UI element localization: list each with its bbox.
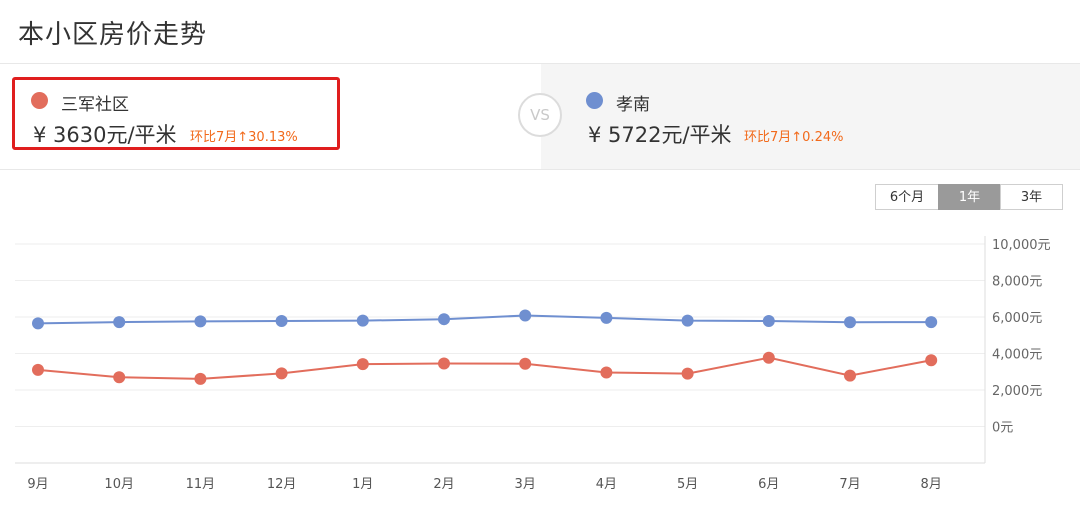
data-point [925, 354, 938, 367]
data-point [925, 316, 938, 329]
data-point [32, 363, 44, 376]
series-line [37, 314, 932, 325]
data-point [32, 317, 44, 330]
district-color-dot [586, 92, 603, 109]
district-mom-change: 环比7月↑0.24% [744, 130, 844, 145]
community-mom-change: 环比7月↑30.13% [190, 130, 298, 145]
data-point [681, 367, 694, 380]
price-trend-chart: 10,000元 8,000元 6,000元 4,000元 2,000元 0元 9月 10月 11… [15, 236, 1051, 492]
x-tick-label: 11月 [186, 477, 216, 492]
data-point [113, 371, 126, 384]
y-tick-label: 10,000元 [992, 238, 1051, 253]
highlight-box [12, 77, 340, 150]
x-tick-label: 4月 [596, 477, 617, 492]
district-price: ¥ 5722元/平米 [588, 123, 732, 147]
x-tick-label: 10月 [104, 477, 134, 492]
series-line [37, 356, 932, 380]
community-name: 三军社区 [61, 95, 129, 115]
vs-badge: VS [518, 93, 562, 137]
x-tick-label: 8月 [921, 477, 942, 492]
data-point [356, 314, 369, 327]
data-point [194, 315, 207, 328]
y-tick-label: 4,000元 [992, 348, 1042, 363]
community-panel[interactable]: 三军社区 ¥ 3630元/平米 环比7月↑30.13% [0, 64, 540, 169]
data-point [438, 313, 450, 326]
data-point [275, 315, 288, 328]
community-price: ¥ 3630元/平米 [33, 123, 177, 147]
x-tick-label: 3月 [515, 477, 536, 492]
range-tabs: 6个月 1年 3年 [875, 184, 1063, 210]
data-point [438, 357, 450, 370]
x-tick-label: 2月 [433, 477, 454, 492]
data-point [844, 369, 856, 382]
data-point [762, 315, 775, 328]
data-point [113, 316, 126, 329]
data-point [600, 366, 613, 379]
data-point [194, 372, 207, 385]
tab-3-years[interactable]: 3年 [1000, 184, 1063, 210]
tab-6-months[interactable]: 6个月 [875, 184, 939, 210]
tab-1-year[interactable]: 1年 [938, 184, 1001, 210]
y-tick-label: 6,000元 [992, 311, 1042, 326]
data-point [681, 314, 694, 327]
data-point [356, 358, 369, 371]
y-tick-label: 8,000元 [992, 275, 1042, 290]
x-tick-label: 7月 [839, 477, 860, 492]
data-point [762, 351, 775, 364]
data-point [519, 357, 532, 370]
community-color-dot [31, 92, 48, 109]
y-tick-label: 0元 [992, 421, 1013, 436]
data-point [275, 367, 288, 380]
page-title: 本小区房价走势 [18, 20, 208, 50]
x-tick-label: 9月 [27, 477, 48, 492]
x-tick-label: 1月 [352, 477, 373, 492]
data-point [600, 311, 613, 324]
x-tick-label: 12月 [267, 477, 297, 492]
x-tick-label: 6月 [758, 477, 779, 492]
district-name: 孝南 [616, 95, 650, 115]
x-tick-label: 5月 [677, 477, 698, 492]
data-point [519, 309, 532, 322]
district-panel[interactable]: 孝南 ¥ 5722元/平米 环比7月↑0.24% [541, 64, 1080, 169]
y-tick-label: 2,000元 [992, 384, 1042, 399]
comparison-panel: 三军社区 ¥ 3630元/平米 环比7月↑30.13% VS 孝南 ¥ 5722… [0, 63, 1080, 170]
data-point [844, 316, 856, 329]
